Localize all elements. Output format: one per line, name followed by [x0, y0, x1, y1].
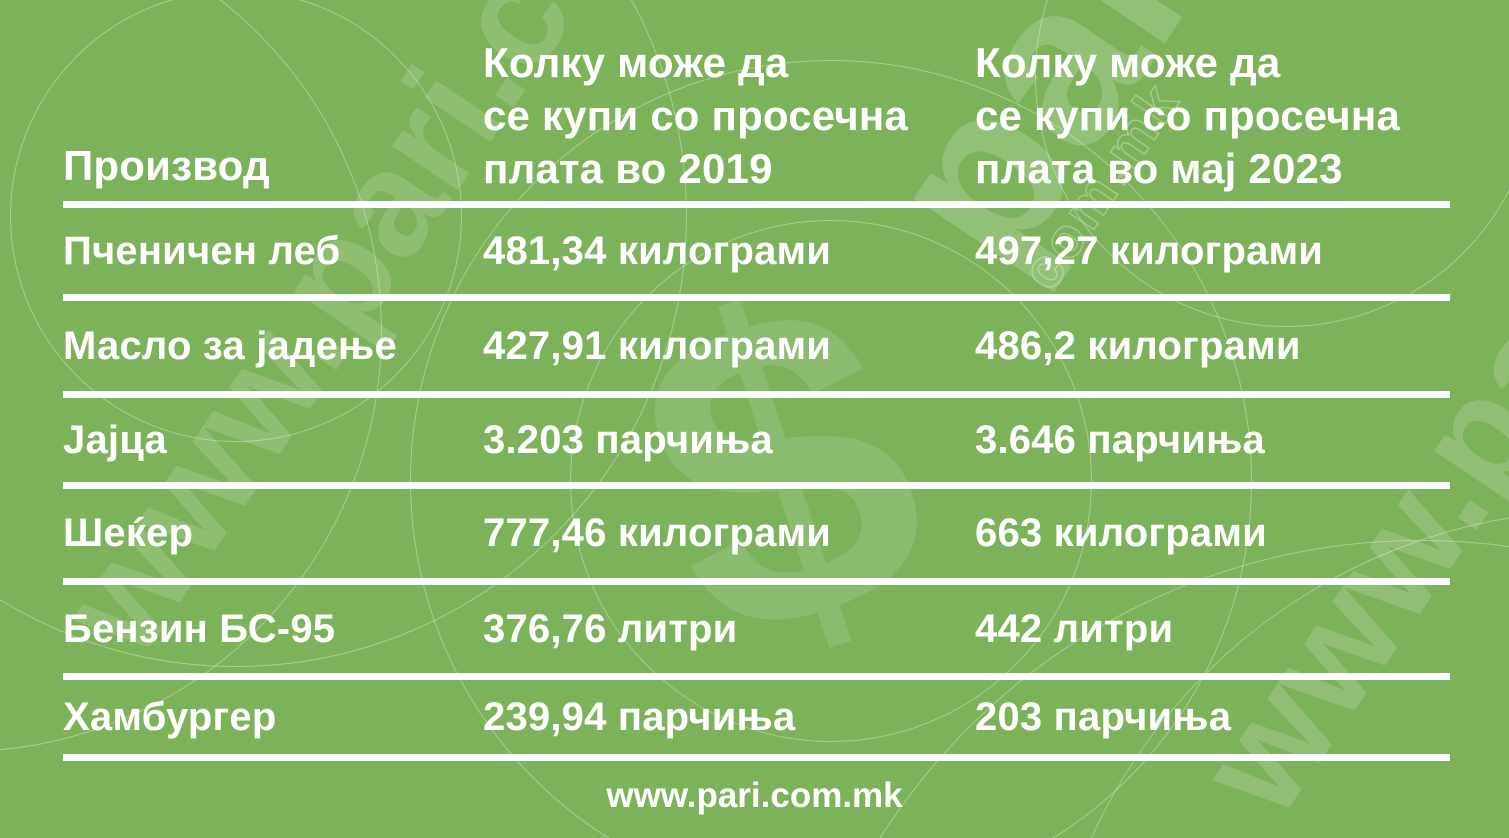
column-header-salary-2023: Колку може да се купи со просечна плата …	[975, 39, 1401, 192]
value-2023: 203 парчиња	[975, 694, 1232, 739]
row-divider	[63, 201, 1450, 208]
table-row: Бензин БС-95 376,76 литри 442 литри	[63, 585, 1450, 673]
column-header-product: Производ	[63, 142, 270, 189]
row-divider	[63, 578, 1450, 585]
row-divider	[63, 391, 1450, 398]
product-name: Хамбургер	[63, 694, 277, 739]
value-2019: 3.203 парчиња	[483, 417, 773, 462]
product-name: Пченичен леб	[63, 228, 341, 273]
row-divider	[63, 673, 1450, 680]
value-2019: 777,46 килограми	[483, 511, 832, 555]
table-row: Шеќер 777,46 килограми 663 килограми	[63, 489, 1450, 578]
value-2019: 376,76 литри	[483, 606, 738, 651]
value-2023: 497,27 килограми	[975, 228, 1324, 273]
table-row: Јајца 3.203 парчиња 3.646 парчиња	[63, 398, 1450, 482]
value-2019: 427,91 килограми	[483, 323, 832, 368]
row-divider	[63, 482, 1450, 489]
value-2019: 481,34 килограми	[483, 228, 832, 273]
row-divider	[63, 294, 1450, 301]
value-2023: 442 литри	[975, 606, 1174, 651]
table-row: Масло за јадење 427,91 килограми 486,2 к…	[63, 301, 1450, 391]
product-name: Масло за јадење	[63, 323, 397, 368]
value-2023: 3.646 парчиња	[975, 417, 1265, 462]
product-name: Бензин БС-95	[63, 606, 336, 651]
product-name: Јајца	[63, 417, 167, 462]
product-name: Шеќер	[63, 511, 194, 555]
column-header-salary-2019: Колку може да се купи со просечна плата …	[483, 39, 909, 192]
website-url: www.pari.com.mk	[606, 776, 903, 815]
table-row: Пченичен леб 481,34 килограми 497,27 кил…	[63, 208, 1450, 294]
row-divider	[63, 754, 1450, 761]
value-2023: 486,2 килограми	[975, 323, 1301, 368]
table-row: Хамбургер 239,94 парчиња 203 парчиња	[63, 680, 1450, 754]
table-header-row: Производ Колку може да се купи со просеч…	[63, 30, 1450, 195]
value-2023: 663 килограми	[975, 511, 1267, 555]
value-2019: 239,94 парчиња	[483, 694, 796, 739]
